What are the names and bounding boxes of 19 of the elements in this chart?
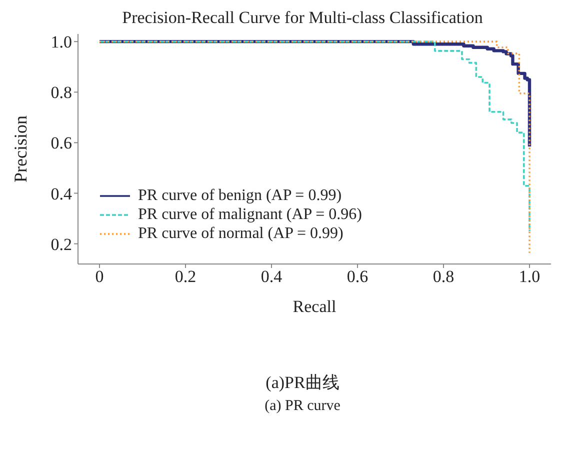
legend-label: PR curve of benign (AP = 0.99) [138,186,342,205]
y-tick-label: 1.0 [50,32,72,52]
x-tick-label: 1.0 [518,267,540,286]
chart-title: Precision-Recall Curve for Multi-class Classification [121,8,484,29]
x-tick-label: 0.8 [432,267,454,286]
text: (a) PR curve [264,398,342,415]
y-tick-label: 0.6 [50,134,72,153]
x-tick-label: 0.2 [174,267,196,286]
y-tick-label: 0.2 [50,234,72,254]
legend-label: PR curve of normal (AP = 0.99) [138,224,344,243]
text: (a)PR曲线 [264,372,340,394]
x-axis-title: Recall [292,297,336,316]
y-axis-title: Precision [10,116,30,182]
legend-label: PR curve of malignant (AP = 0.96) [138,205,362,224]
y-tick-label: 0.4 [50,184,72,204]
y-tick-label: 0.8 [50,83,72,102]
x-tick-label: 0.6 [346,267,368,286]
x-tick-label: 0.4 [260,267,283,286]
x-tick-label: 0 [95,267,104,286]
